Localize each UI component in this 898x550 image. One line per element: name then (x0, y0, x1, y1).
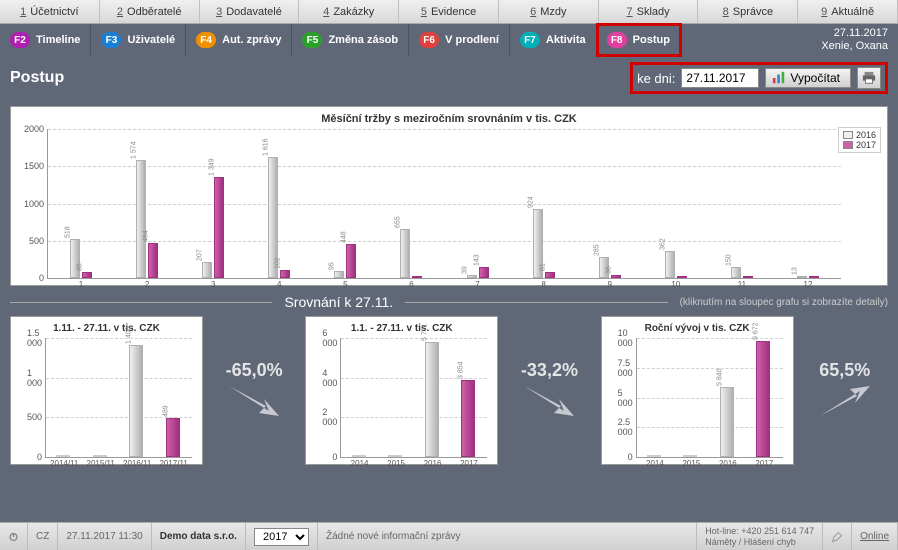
func-f8[interactable]: F8Postup (597, 24, 681, 56)
menu-aktuálně[interactable]: 9Aktuálně (798, 0, 898, 23)
kedni-label: ke dni: (637, 71, 675, 86)
pct-0: -65,0% (211, 316, 297, 465)
calc-group: ke dni: Vypočítat (630, 62, 888, 94)
bar-2016-7[interactable]: 39 (467, 275, 477, 278)
func-f2[interactable]: F2Timeline (0, 24, 91, 56)
bar-2016-10[interactable]: 362 (665, 251, 675, 278)
bar-2017-1[interactable]: 85 (82, 272, 92, 278)
menu-správce[interactable]: 8Správce (698, 0, 798, 23)
print-button[interactable] (857, 67, 881, 89)
year-cell: 2017 (246, 523, 318, 550)
edit-icon[interactable] (823, 523, 852, 550)
status-online[interactable]: Online (852, 523, 898, 550)
bar-2016-3[interactable]: 207 (202, 262, 212, 278)
small-chart-2[interactable]: Roční vývoj v tis. CZK02.5 0005 0007.5 0… (601, 316, 794, 465)
bar-2016-5[interactable]: 95 (334, 271, 344, 278)
bar-2017-5[interactable]: 448 (346, 244, 356, 278)
chart-legend: 2016 2017 (838, 127, 881, 153)
date-input[interactable] (681, 68, 759, 88)
menu-odběratelé[interactable]: 2Odběratelé (100, 0, 200, 23)
main-chart-title: Měsíční tržby s meziročním srovnáním v t… (17, 113, 881, 125)
menu-účetnictví[interactable]: 1Účetnictví (0, 0, 100, 23)
func-f7[interactable]: F7Aktivita (510, 24, 597, 56)
bar-2017-10[interactable] (677, 276, 687, 278)
status-info: Žádné nové informační zprávy (318, 523, 697, 550)
bar-2017-8[interactable]: 81 (545, 272, 555, 278)
chart-hint: (kliknutím na sloupec grafu si zobrazíte… (668, 297, 888, 308)
status-company: Demo data s.r.o. (152, 523, 246, 550)
menu-dodavatelé[interactable]: 3Dodavatelé (200, 0, 300, 23)
bar-2017-11[interactable] (743, 276, 753, 278)
year-select[interactable]: 2017 (254, 528, 309, 546)
func-f6[interactable]: F6V prodlení (409, 24, 510, 56)
user-info: 27.11.2017Xenie, Oxana (811, 25, 898, 55)
calc-button[interactable]: Vypočítat (765, 68, 851, 88)
menu-evidence[interactable]: 5Evidence (399, 0, 499, 23)
page-title: Postup (10, 69, 622, 87)
status-lang[interactable]: CZ (28, 523, 58, 550)
bar-2017-9[interactable]: 36 (611, 275, 621, 278)
menu-sklady[interactable]: 7Sklady (599, 0, 699, 23)
bar-2017-7[interactable]: 143 (479, 267, 489, 278)
arrow-down-icon (224, 381, 284, 421)
menu-zakázky[interactable]: 4Zakázky (299, 0, 399, 23)
arrow-down-icon (519, 381, 579, 421)
status-hotline: Hot-line: +420 251 614 747Náměty / Hláše… (697, 523, 823, 550)
bar-2016-12[interactable]: 13 (797, 276, 807, 278)
chart-icon (772, 71, 786, 85)
bar-2016-11[interactable]: 150 (731, 267, 741, 278)
main-chart[interactable]: Měsíční tržby s meziročním srovnáním v t… (10, 106, 888, 286)
bar-2016-1[interactable]: 518 (70, 239, 80, 278)
status-datetime: 27.11.2017 11:30 (58, 523, 151, 550)
menu-mzdy[interactable]: 6Mzdy (499, 0, 599, 23)
func-f4[interactable]: F4Aut. zprávy (186, 24, 292, 56)
small-chart-1[interactable]: 1.1. - 27.11. v tis. CZK02 0004 0006 000… (305, 316, 498, 465)
pct-2: 65,5% (802, 316, 888, 465)
func-f5[interactable]: F5Změna zásob (292, 24, 409, 56)
bar-2017-4[interactable]: 102 (280, 270, 290, 278)
bar-2017-2[interactable]: 464 (148, 243, 158, 278)
pct-1: -33,2% (506, 316, 592, 465)
power-button[interactable] (0, 523, 28, 550)
bar-2017-12[interactable] (809, 276, 819, 278)
calc-label: Vypočítat (790, 71, 840, 85)
print-icon (862, 71, 876, 85)
bar-2016-2[interactable]: 1 574 (136, 160, 146, 278)
func-f3[interactable]: F3Uživatelé (91, 24, 186, 56)
small-chart-0[interactable]: 1.11. - 27.11. v tis. CZK05001 0001.5 00… (10, 316, 203, 465)
power-icon (8, 530, 19, 544)
bar-2017-6[interactable] (412, 276, 422, 278)
status-bar: CZ 27.11.2017 11:30 Demo data s.r.o. 201… (0, 522, 898, 550)
bar-2017-3[interactable]: 1 349 (214, 177, 224, 278)
srovnani-label: Srovnání k 27.11. (272, 294, 405, 310)
bar-2016-6[interactable]: 655 (400, 229, 410, 278)
arrow-up-icon (815, 381, 875, 421)
